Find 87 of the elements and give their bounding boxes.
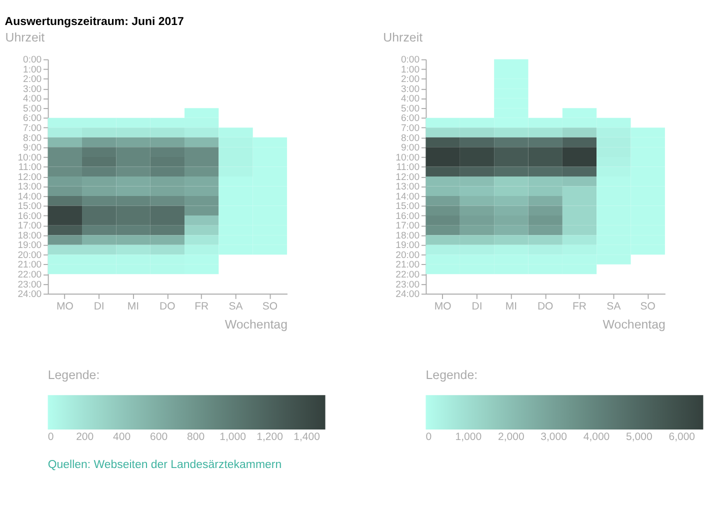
y-tick-label: 21:00	[18, 260, 42, 271]
x-tick-label: MI	[505, 300, 518, 312]
color-bar-label: 600	[150, 431, 168, 444]
y-tick-label: 11:00	[18, 162, 42, 174]
x-axis-title: Wochentag	[602, 318, 666, 332]
y-tick-label: 19:00	[396, 240, 420, 252]
y-tick-label: 8:00	[400, 132, 420, 144]
x-tick-label: SO	[262, 300, 278, 312]
y-tick-label: 3:00	[23, 84, 42, 95]
y-tick-label: 13:00	[18, 182, 42, 193]
y-tick-label: 3:00	[400, 84, 420, 95]
x-tick-label: SA	[228, 300, 243, 312]
y-tick-label: 15:00	[396, 201, 420, 212]
y-tick-label: 8:00	[23, 132, 42, 144]
y-tick-label: 9:00	[23, 142, 42, 154]
y-tick-label: 15:00	[18, 201, 42, 212]
color-bar-label: 1,200	[256, 431, 284, 444]
y-tick-label: 20:00	[18, 250, 42, 261]
y-tick-label: 18:00	[18, 230, 42, 242]
x-tick-label: FR	[572, 300, 587, 312]
y-tick-label: 14:00	[18, 191, 42, 202]
x-tick-label: MI	[127, 300, 140, 312]
x-tick-label: MO	[56, 300, 74, 312]
y-tick-label: 24:00	[18, 289, 42, 300]
y-tick-label: 22:00	[396, 270, 420, 280]
y-tick-label: 10:00	[396, 152, 420, 164]
chart-title: Auswertungszeitraum: Juni 2017	[4, 16, 184, 28]
x-tick-label: DO	[537, 300, 554, 312]
y-tick-label: 11:00	[396, 162, 420, 174]
color-bar-label: 400	[113, 431, 131, 444]
y-tick-label: 2:00	[23, 74, 42, 86]
y-tick-label: 1:00	[23, 64, 42, 76]
y-tick-label: 9:00	[400, 142, 420, 154]
source-note: Quellen: Webseiten der Landesärztekammern	[48, 458, 282, 471]
color-bar-label: 5,000	[626, 431, 652, 444]
y-tick-label: 17:00	[18, 220, 42, 232]
y-tick-label: 1:00	[400, 64, 420, 76]
x-tick-label: DI	[94, 300, 104, 312]
y-tick-label: 0:00	[23, 54, 42, 66]
y-axis-title: Uhrzeit	[5, 30, 46, 45]
color-bar-label: 1,000	[220, 431, 246, 444]
y-tick-label: 22:00	[18, 270, 42, 280]
y-tick-label: 17:00	[396, 220, 420, 232]
y-tick-label: 16:00	[396, 210, 420, 222]
x-tick-label: SO	[640, 300, 656, 312]
y-tick-label: 6:00	[23, 113, 42, 124]
color-bar-label: 800	[187, 431, 205, 444]
color-bar-label: 0	[426, 431, 432, 444]
y-tick-label: 7:00	[400, 123, 420, 134]
y-tick-label: 23:00	[396, 279, 420, 290]
y-tick-label: 24:00	[396, 289, 420, 300]
y-tick-label: 10:00	[18, 152, 42, 164]
y-tick-label: 6:00	[400, 113, 420, 124]
y-tick-label: 4:00	[400, 94, 420, 105]
color-bar-label: 1,000	[455, 431, 482, 444]
y-tick-label: 4:00	[23, 94, 42, 105]
y-axis-title: Uhrzeit	[383, 30, 424, 45]
y-tick-label: 20:00	[396, 250, 420, 261]
y-tick-label: 5:00	[23, 103, 42, 114]
y-tick-label: 2:00	[400, 74, 420, 86]
x-tick-label: DO	[160, 300, 176, 312]
y-tick-label: 16:00	[18, 210, 42, 222]
y-tick-label: 12:00	[18, 172, 42, 183]
x-tick-label: DI	[472, 300, 482, 312]
x-tick-label: FR	[194, 300, 210, 312]
color-bar-label: 1,400	[294, 431, 320, 444]
y-tick-label: 5:00	[400, 103, 420, 114]
y-tick-label: 14:00	[396, 191, 420, 202]
y-tick-label: 13:00	[396, 182, 420, 193]
y-tick-label: 7:00	[23, 123, 42, 134]
legend-title: Legende:	[48, 368, 100, 382]
y-tick-label: 18:00	[396, 230, 420, 242]
color-bar-label: 4,000	[583, 431, 610, 444]
x-tick-label: SA	[606, 300, 621, 312]
x-axis-title: Wochentag	[224, 318, 288, 332]
y-tick-label: 23:00	[18, 279, 42, 290]
y-tick-label: 19:00	[18, 240, 42, 252]
color-bar-label: 3,000	[540, 431, 568, 444]
color-bar-label: 6,000	[668, 431, 696, 444]
x-tick-label: MO	[434, 300, 452, 312]
color-bar-label: 0	[48, 431, 54, 444]
y-tick-label: 21:00	[396, 260, 420, 271]
y-tick-label: 12:00	[396, 172, 420, 183]
color-bar-label: 200	[76, 431, 94, 444]
legend-title: Legende:	[426, 368, 478, 382]
color-bar-label: 2,000	[498, 431, 524, 444]
y-tick-label: 0:00	[400, 54, 420, 66]
